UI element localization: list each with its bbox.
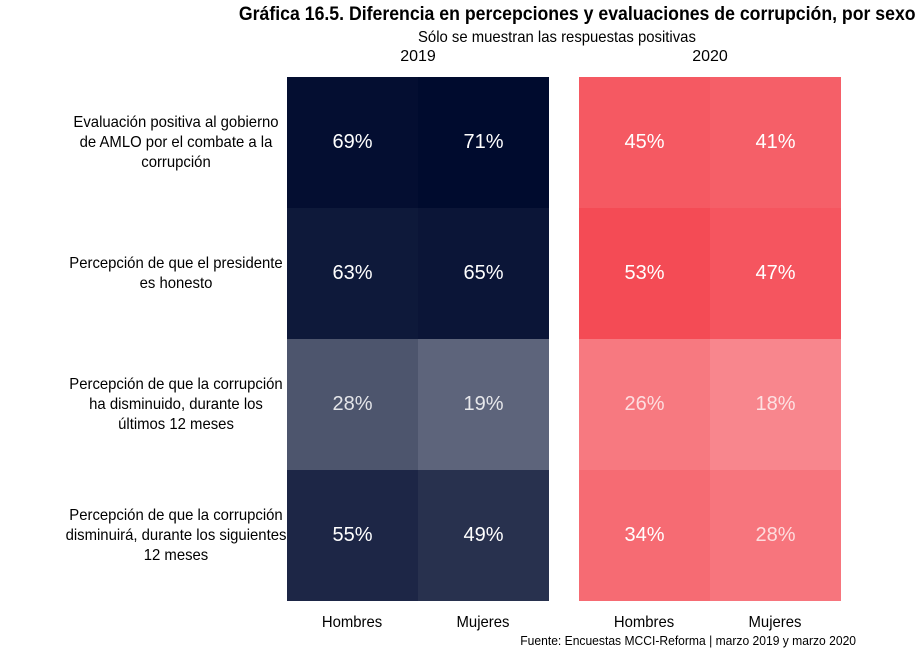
heatmap-cell-2020-4-hombres: 34% [579, 470, 710, 601]
row-label-evaluacion: Evaluación positiva al gobierno de AMLO … [73, 114, 279, 171]
x-tick-hombres-2019: Hombres [321, 614, 383, 631]
heatmap-cell-2019-4-mujeres: 49% [418, 470, 549, 601]
heatmap-cell-2020-3-mujeres: 18% [710, 339, 841, 470]
heatmap-cell-2019-1-mujeres: 71% [418, 77, 549, 208]
heatmap-cell-2019-4-hombres: 55% [287, 470, 418, 601]
heatmap-cell-2020-3-hombres: 26% [579, 339, 710, 470]
chart-subtitle: Sólo se muestran las respuestas positiva… [418, 29, 696, 46]
heatmap-cell-2020-2-hombres: 53% [579, 208, 710, 339]
heatmap-cell-2020-4-mujeres: 28% [710, 470, 841, 601]
heatmap-cell-2019-3-mujeres: 19% [418, 339, 549, 470]
heatmap-cell-2020-2-mujeres: 47% [710, 208, 841, 339]
heatmap-cell-2020-1-mujeres: 41% [710, 77, 841, 208]
x-tick-mujeres-2020: Mujeres [748, 614, 802, 631]
chart-title: Gráfica 16.5. Diferencia en percepciones… [239, 4, 916, 25]
x-tick-mujeres-2019: Mujeres [456, 614, 510, 631]
heatmap-cell-2019-2-hombres: 63% [287, 208, 418, 339]
facet-label-2020: 2020 [692, 48, 728, 65]
x-tick-hombres-2020: Hombres [613, 614, 675, 631]
chart-caption: Fuente: Encuestas MCCI-Reforma | marzo 2… [520, 633, 856, 648]
facet-label-2019: 2019 [400, 48, 436, 65]
row-label-disminuira: Percepción de que la corrupción disminui… [65, 507, 287, 564]
row-label-honesto: Percepción de que el presidente es hones… [69, 255, 283, 292]
heatmap-cell-2019-1-hombres: 69% [287, 77, 418, 208]
row-label-ha-disminuido: Percepción de que la corrupción ha dismi… [69, 376, 283, 433]
heatmap-cell-2020-1-hombres: 45% [579, 77, 710, 208]
heatmap-cell-2019-2-mujeres: 65% [418, 208, 549, 339]
heatmap-cell-2019-3-hombres: 28% [287, 339, 418, 470]
